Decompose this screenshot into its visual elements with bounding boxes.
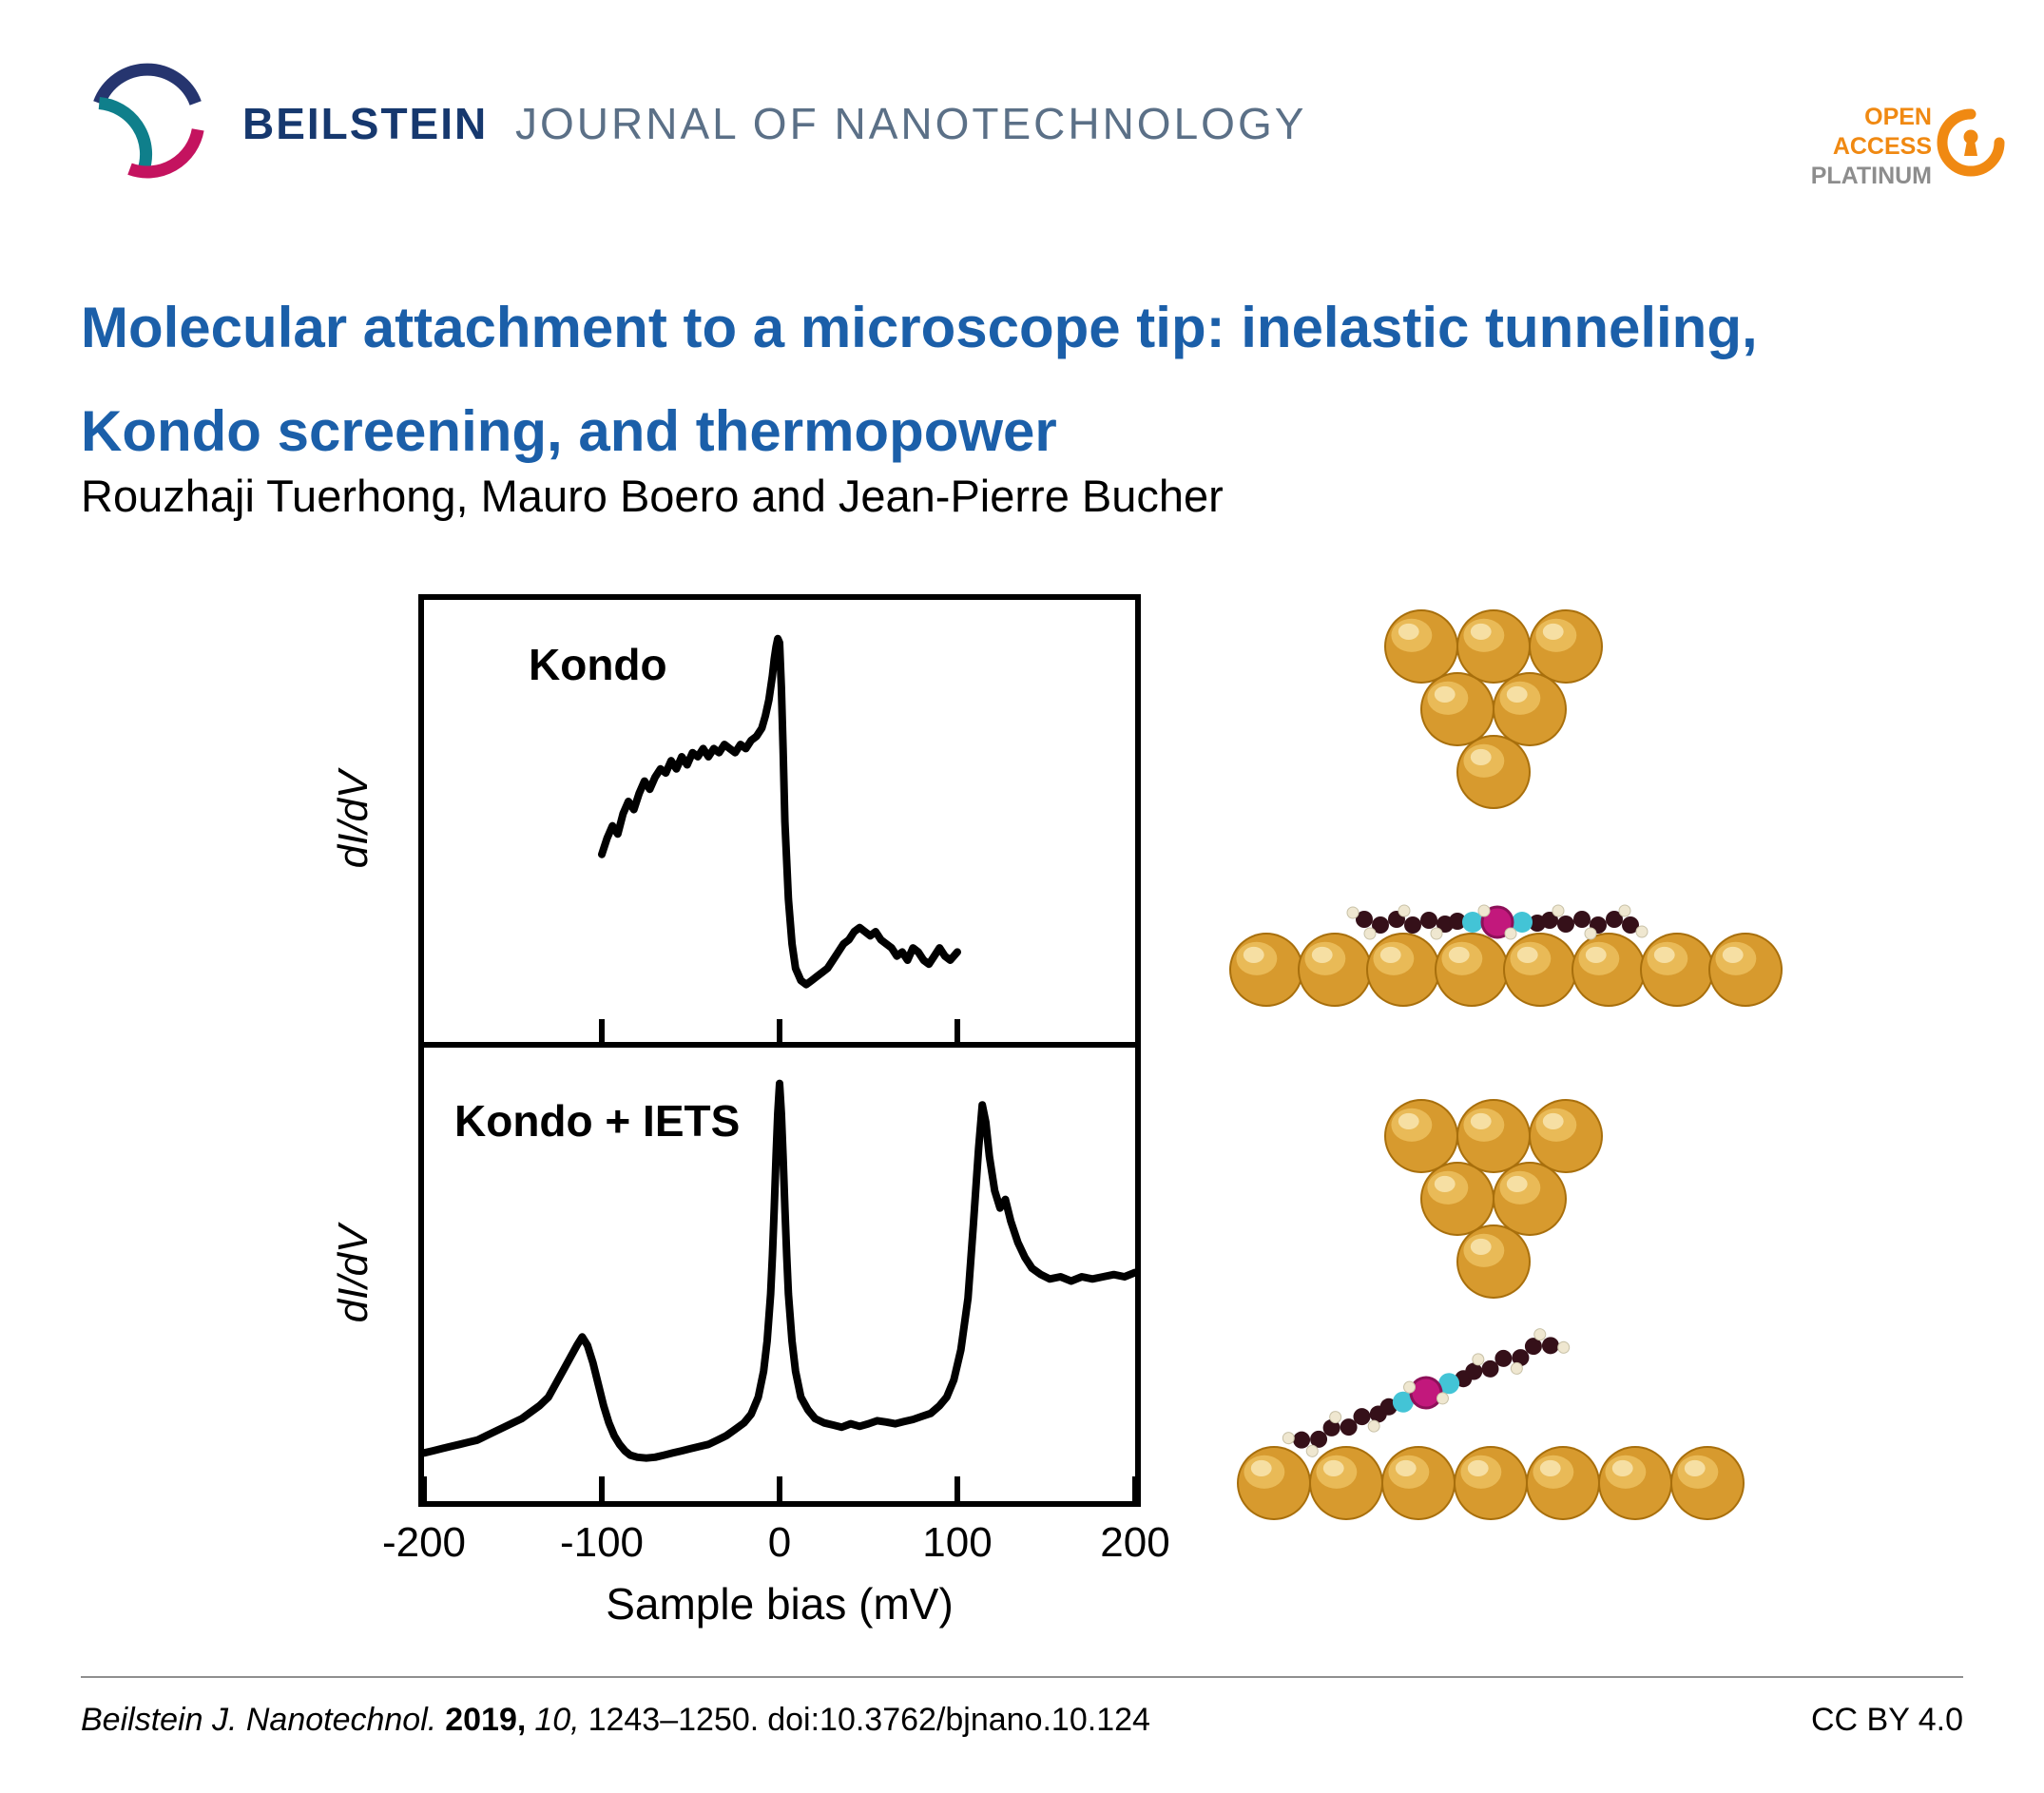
- x-axis-label: Sample bias (mV): [606, 1579, 954, 1629]
- footer-divider: [81, 1676, 1963, 1678]
- citation-journal: Beilstein J. Nanotechnol.: [81, 1702, 437, 1738]
- x-tick-label: 200: [1100, 1519, 1170, 1566]
- y-axis-label-top: dI/dV: [330, 770, 376, 869]
- journal-name-bold: BEILSTEIN: [242, 99, 489, 148]
- journal-name-rest: JOURNAL OF NANOTECHNOLOGY: [515, 99, 1307, 148]
- gold-surface-row-top: [1229, 933, 1783, 1007]
- journal-name: BEILSTEIN JOURNAL OF NANOTECHNOLOGY: [242, 98, 1306, 149]
- beilstein-logo-icon: [93, 63, 204, 179]
- panel-label-kondo-iets: Kondo + IETS: [454, 1096, 741, 1146]
- citation-year: 2019,: [445, 1702, 527, 1738]
- article-authors: Rouzhaji Tuerhong, Mauro Boero and Jean-…: [81, 471, 1224, 521]
- molecule-flat-on-surface: [1346, 904, 1649, 940]
- logo-arc-navy: [93, 63, 202, 106]
- molecule-attached-to-tip: [1282, 1328, 1571, 1457]
- keyhole-wedge: [1964, 141, 1977, 156]
- x-tick-label: -200: [381, 1519, 467, 1566]
- citation-pages: 1243–1250.: [588, 1702, 760, 1738]
- x-tick-label: 100: [922, 1519, 993, 1566]
- keyhole-circle: [1963, 129, 1978, 145]
- gold-surface-row-bottom: [1237, 1446, 1745, 1520]
- open-access-line-access: ACCESS: [1832, 133, 1932, 160]
- y-axis-label-bottom: dI/dV: [330, 1224, 376, 1323]
- article-title-line1: Molecular attachment to a microscope tip…: [81, 296, 1758, 359]
- molecular-models: [1229, 609, 1783, 1520]
- gold-tip-cluster-top: [1384, 609, 1603, 809]
- open-access-line-open: OPEN: [1864, 104, 1932, 130]
- citation-volume: 10,: [534, 1702, 580, 1738]
- x-tick-label: 0: [767, 1519, 792, 1566]
- license-label: CC BY 4.0: [1810, 1702, 1963, 1738]
- logo-arc-teal: [98, 97, 153, 175]
- citation-doi: doi:10.3762/bjnano.10.124: [767, 1702, 1150, 1738]
- open-access-badge: OPEN ACCESS PLATINUM: [1811, 103, 1932, 191]
- footer-citation: Beilstein J. Nanotechnol. 2019, 10, 1243–12…: [81, 1702, 1159, 1739]
- panel-label-kondo: Kondo: [529, 640, 667, 689]
- spectra-plot: [418, 594, 1141, 1507]
- article-title-line2: Kondo screening, and thermopower: [81, 399, 1057, 463]
- x-tick-labels: -200 -100 0 100 200: [382, 1519, 1170, 1569]
- logo-arc-magenta: [127, 128, 204, 179]
- gold-tip-cluster-bottom: [1384, 1099, 1603, 1299]
- article-title: Molecular attachment to a microscope tip…: [81, 276, 1973, 483]
- open-lock-ring: [1937, 108, 2005, 177]
- open-access-line-platinum: PLATINUM: [1810, 163, 1932, 189]
- open-access-lock-icon: [1937, 108, 2005, 177]
- x-tick-label: -100: [559, 1519, 645, 1566]
